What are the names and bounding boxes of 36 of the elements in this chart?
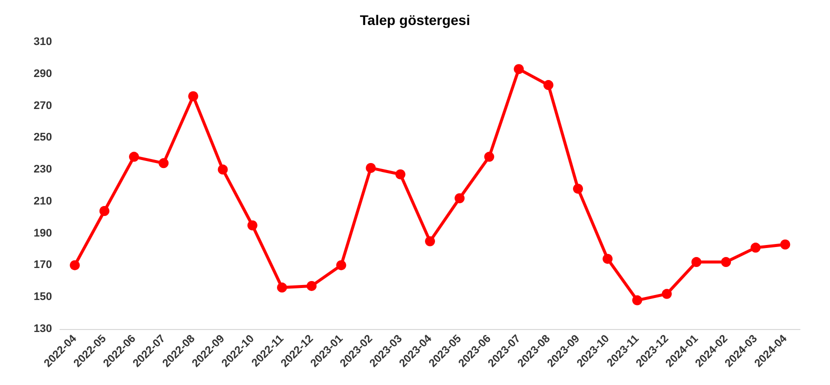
point (366, 162, 376, 173)
point (218, 164, 228, 175)
y-tick-label: 290 (34, 68, 52, 80)
y-tick-label: 230 (34, 164, 52, 176)
point (543, 80, 554, 90)
point (573, 184, 583, 194)
y-tick-label: 210 (34, 195, 52, 208)
y-tick-label: 190 (34, 227, 52, 240)
point (691, 257, 702, 268)
point (454, 193, 465, 204)
y-tick-label: 170 (34, 259, 52, 272)
point (247, 220, 258, 230)
point (99, 206, 110, 216)
point (306, 280, 317, 291)
point (188, 91, 198, 102)
point (721, 257, 731, 268)
point (602, 254, 613, 264)
y-tick-label: 270 (34, 100, 52, 112)
point (158, 158, 169, 168)
point (425, 236, 435, 246)
point (395, 169, 406, 180)
point (750, 242, 761, 253)
point (129, 152, 139, 162)
chart-title: Talep göstergesi (360, 12, 470, 28)
point (336, 260, 346, 270)
y-tick-label: 310 (34, 36, 52, 48)
point (514, 64, 524, 74)
point (70, 260, 80, 270)
y-tick-label: 130 (34, 323, 52, 335)
y-tick-label: 150 (34, 291, 52, 304)
point (484, 152, 494, 162)
point (780, 239, 790, 250)
y-tick-label: 250 (34, 132, 52, 144)
point (662, 288, 672, 299)
point (277, 282, 287, 293)
point (632, 295, 642, 306)
